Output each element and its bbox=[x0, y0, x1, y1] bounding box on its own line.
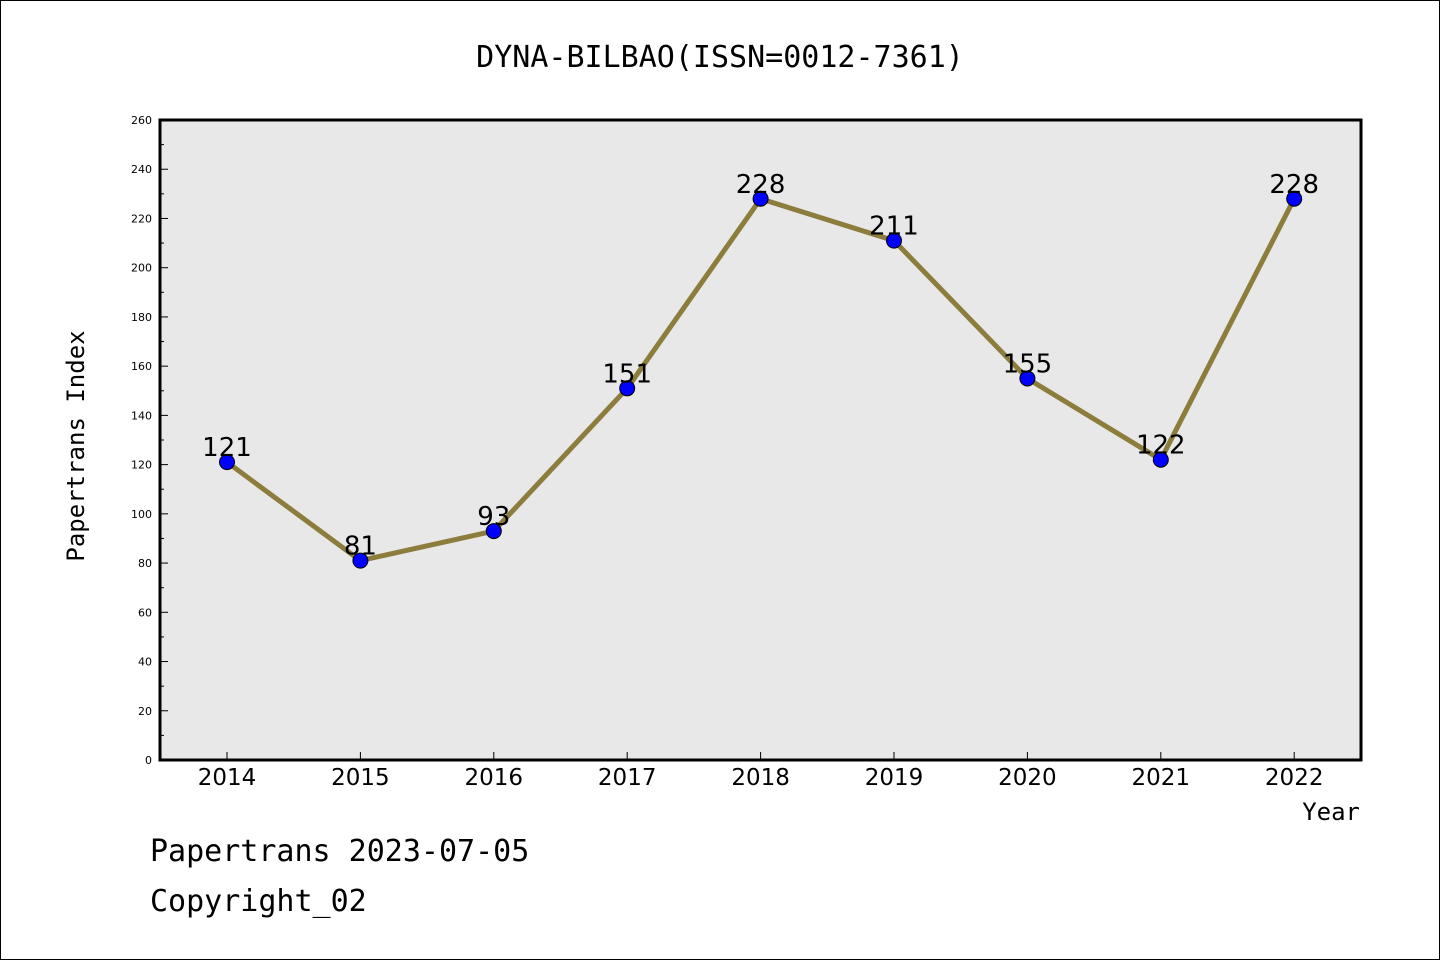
y-tick-label: 0 bbox=[145, 754, 152, 767]
data-point bbox=[352, 552, 369, 569]
data-label: 228 bbox=[736, 170, 786, 200]
y-tick-label: 120 bbox=[131, 459, 152, 472]
data-point bbox=[752, 190, 769, 207]
x-tick-label: 2018 bbox=[731, 765, 790, 791]
x-tick-label: 2017 bbox=[598, 765, 657, 791]
y-tick-label: 160 bbox=[131, 360, 152, 373]
y-tick-label: 220 bbox=[131, 212, 152, 225]
y-tick-label: 140 bbox=[131, 409, 152, 422]
data-label: 228 bbox=[1269, 170, 1319, 200]
data-label: 211 bbox=[869, 212, 919, 242]
data-point bbox=[485, 523, 502, 540]
y-tick-label: 240 bbox=[131, 163, 152, 176]
series-line-group bbox=[219, 190, 1303, 569]
x-tick-label: 2020 bbox=[998, 765, 1057, 791]
y-tick-label: 260 bbox=[131, 114, 152, 127]
y-axis: 0 20 40 60 80 100 120 140 160 180 200 220 240 260 bbox=[131, 114, 168, 767]
x-axis-label: Year bbox=[1302, 798, 1360, 826]
chart-title: DYNA-BILBAO(ISSN=0012-7361) bbox=[476, 40, 964, 75]
data-point bbox=[886, 232, 902, 249]
y-tick-label: 180 bbox=[131, 311, 152, 324]
data-point bbox=[1019, 370, 1036, 387]
y-tick-label: 80 bbox=[138, 557, 152, 570]
x-tick-label: 2019 bbox=[865, 765, 924, 791]
y-tick-label: 20 bbox=[138, 705, 152, 718]
data-label: 155 bbox=[1003, 349, 1053, 379]
data-point bbox=[1286, 190, 1303, 207]
x-tick-label: 2014 bbox=[198, 765, 257, 791]
data-label: 121 bbox=[202, 433, 252, 463]
footer-date: Papertrans 2023-07-05 bbox=[150, 834, 530, 869]
data-label: 93 bbox=[477, 502, 510, 532]
y-tick-label: 100 bbox=[131, 508, 152, 521]
plot-area bbox=[158, 118, 1363, 762]
x-axis: 2014 2015 2016 2017 2018 2019 2020 2021 2022 bbox=[198, 752, 1324, 791]
y-tick-label: 200 bbox=[131, 262, 152, 275]
data-label: 81 bbox=[344, 532, 377, 562]
x-tick-label: 2015 bbox=[331, 765, 390, 791]
footer-copyright: Copyright_02 bbox=[150, 884, 367, 919]
data-point bbox=[219, 454, 235, 471]
x-tick-label: 2022 bbox=[1265, 765, 1324, 791]
data-labels-group: 121 81 93 151 228 211 155 122 228 bbox=[202, 170, 1319, 562]
y-axis-label: Papertrans Index bbox=[62, 330, 90, 561]
y-tick-label: 60 bbox=[138, 606, 152, 619]
data-point bbox=[1152, 451, 1169, 468]
data-label: 151 bbox=[602, 359, 652, 389]
y-tick-label: 40 bbox=[138, 656, 152, 669]
data-point bbox=[619, 380, 636, 397]
x-tick-label: 2021 bbox=[1132, 765, 1191, 791]
x-tick-label: 2016 bbox=[465, 765, 524, 791]
data-label: 122 bbox=[1136, 431, 1186, 461]
